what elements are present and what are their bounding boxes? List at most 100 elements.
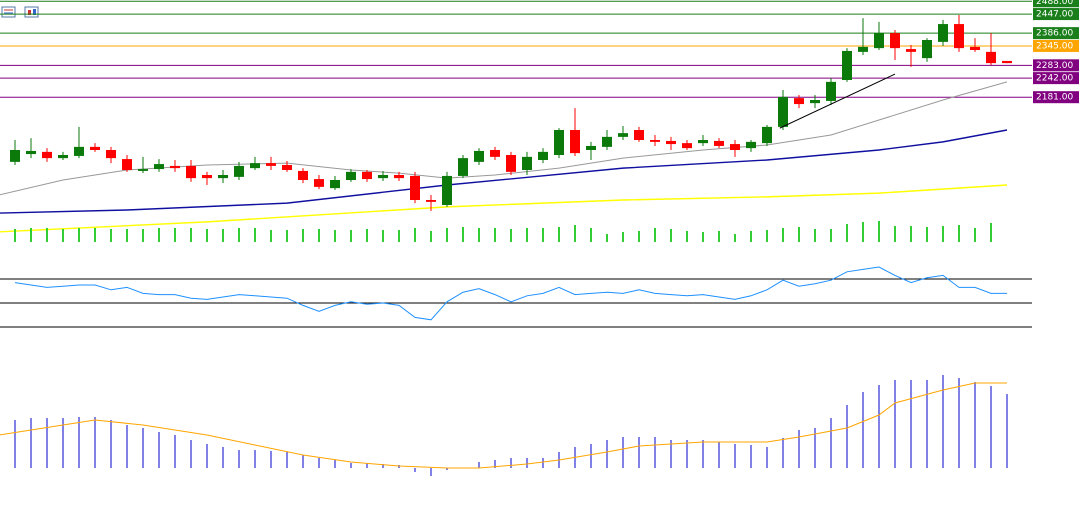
volume-bar (910, 226, 912, 242)
candle-body (778, 96, 788, 127)
candle-body (730, 144, 740, 150)
volume-bar (206, 229, 208, 242)
volume-bar (606, 234, 608, 242)
volume-bar (798, 227, 800, 242)
volume-bar (398, 230, 400, 242)
volume-bar (446, 228, 448, 242)
candle-body (74, 146, 84, 156)
candle-body (970, 46, 980, 50)
volume-bar (318, 229, 320, 242)
candle-body (410, 175, 420, 200)
volume-bar (462, 227, 464, 242)
candle-body (458, 158, 468, 176)
volume-bar (766, 230, 768, 242)
volume-bar (334, 230, 336, 242)
candle-body (426, 200, 436, 202)
candle-body (234, 165, 244, 177)
candle-body (314, 179, 324, 187)
icon[interactable] (24, 6, 39, 18)
volume-bar (670, 229, 672, 242)
volume-bar (702, 232, 704, 242)
candle-body (42, 151, 52, 159)
volume-bar (190, 228, 192, 242)
trendline (779, 73, 896, 129)
volume-bar (382, 230, 384, 242)
volume-bar (574, 225, 576, 242)
volume-bar (286, 230, 288, 242)
volume-bar (830, 229, 832, 242)
candle-body (762, 126, 772, 144)
candle-body (346, 171, 356, 180)
candle-body (698, 140, 708, 144)
volume-bar (30, 228, 32, 242)
candle-body (602, 136, 612, 147)
volume-bar (878, 221, 880, 242)
level-label-box (1033, 72, 1079, 85)
candle-body (138, 169, 148, 171)
candle-body (586, 145, 596, 150)
volume-bar (510, 229, 512, 242)
candle-body (554, 130, 564, 155)
volume-bar (254, 228, 256, 242)
candle-body (1002, 60, 1012, 64)
volume-bar (686, 231, 688, 242)
toolbar-icons (1, 6, 39, 18)
level-label-box (1033, 91, 1079, 104)
candle-body (378, 175, 388, 179)
candle-body (810, 100, 820, 104)
candle-body (986, 51, 996, 64)
level-label-box (1033, 59, 1079, 72)
candle-body (474, 150, 484, 162)
candle-body (90, 146, 100, 150)
volume-bar (590, 228, 592, 242)
candle-body (250, 163, 260, 169)
candle-body (26, 150, 36, 155)
volume-bar (542, 228, 544, 242)
candle-body (618, 133, 628, 137)
candle-body (874, 33, 884, 49)
icon-bar (28, 10, 31, 15)
volume-bar (174, 228, 176, 242)
volume-bar (14, 229, 16, 242)
candle-body (266, 163, 276, 166)
candle-body (634, 130, 644, 140)
moving-average (0, 81, 1008, 196)
level-label: 2181.00 (1036, 93, 1073, 103)
level-label-box (1033, 8, 1079, 21)
level-label: 2488.00 (1036, 0, 1073, 7)
volume-bar (494, 228, 496, 242)
volume-bar (622, 232, 624, 242)
volume-bar (990, 223, 992, 242)
candle-body (58, 155, 68, 159)
volume-bar (558, 227, 560, 242)
level-label: 2386.00 (1036, 29, 1073, 39)
volume-bar (158, 228, 160, 242)
oscillator-line (14, 266, 1007, 321)
level-label-box (1033, 39, 1079, 52)
level-label-box (1033, 27, 1079, 40)
volume-bar (94, 228, 96, 242)
volume-bar (894, 226, 896, 242)
candle-body (538, 151, 548, 160)
level-label: 2447.00 (1036, 10, 1073, 20)
candle-body (442, 175, 452, 205)
volume-bar (814, 229, 816, 242)
volume-bar (734, 234, 736, 242)
volume-bar (846, 224, 848, 242)
volume-bar (974, 228, 976, 242)
candle-body (890, 33, 900, 49)
candle-body (298, 170, 308, 180)
volume-bar (926, 227, 928, 242)
candle-body (394, 175, 404, 179)
candle-body (746, 141, 756, 149)
volume-bar (142, 229, 144, 242)
volume-bar (78, 228, 80, 242)
candle-body (682, 143, 692, 149)
icon[interactable] (1, 6, 16, 18)
candle-body (714, 140, 724, 146)
candle-body (170, 165, 180, 169)
moving-average (0, 129, 1008, 214)
volume-bar (526, 228, 528, 242)
volume-bar (110, 229, 112, 242)
